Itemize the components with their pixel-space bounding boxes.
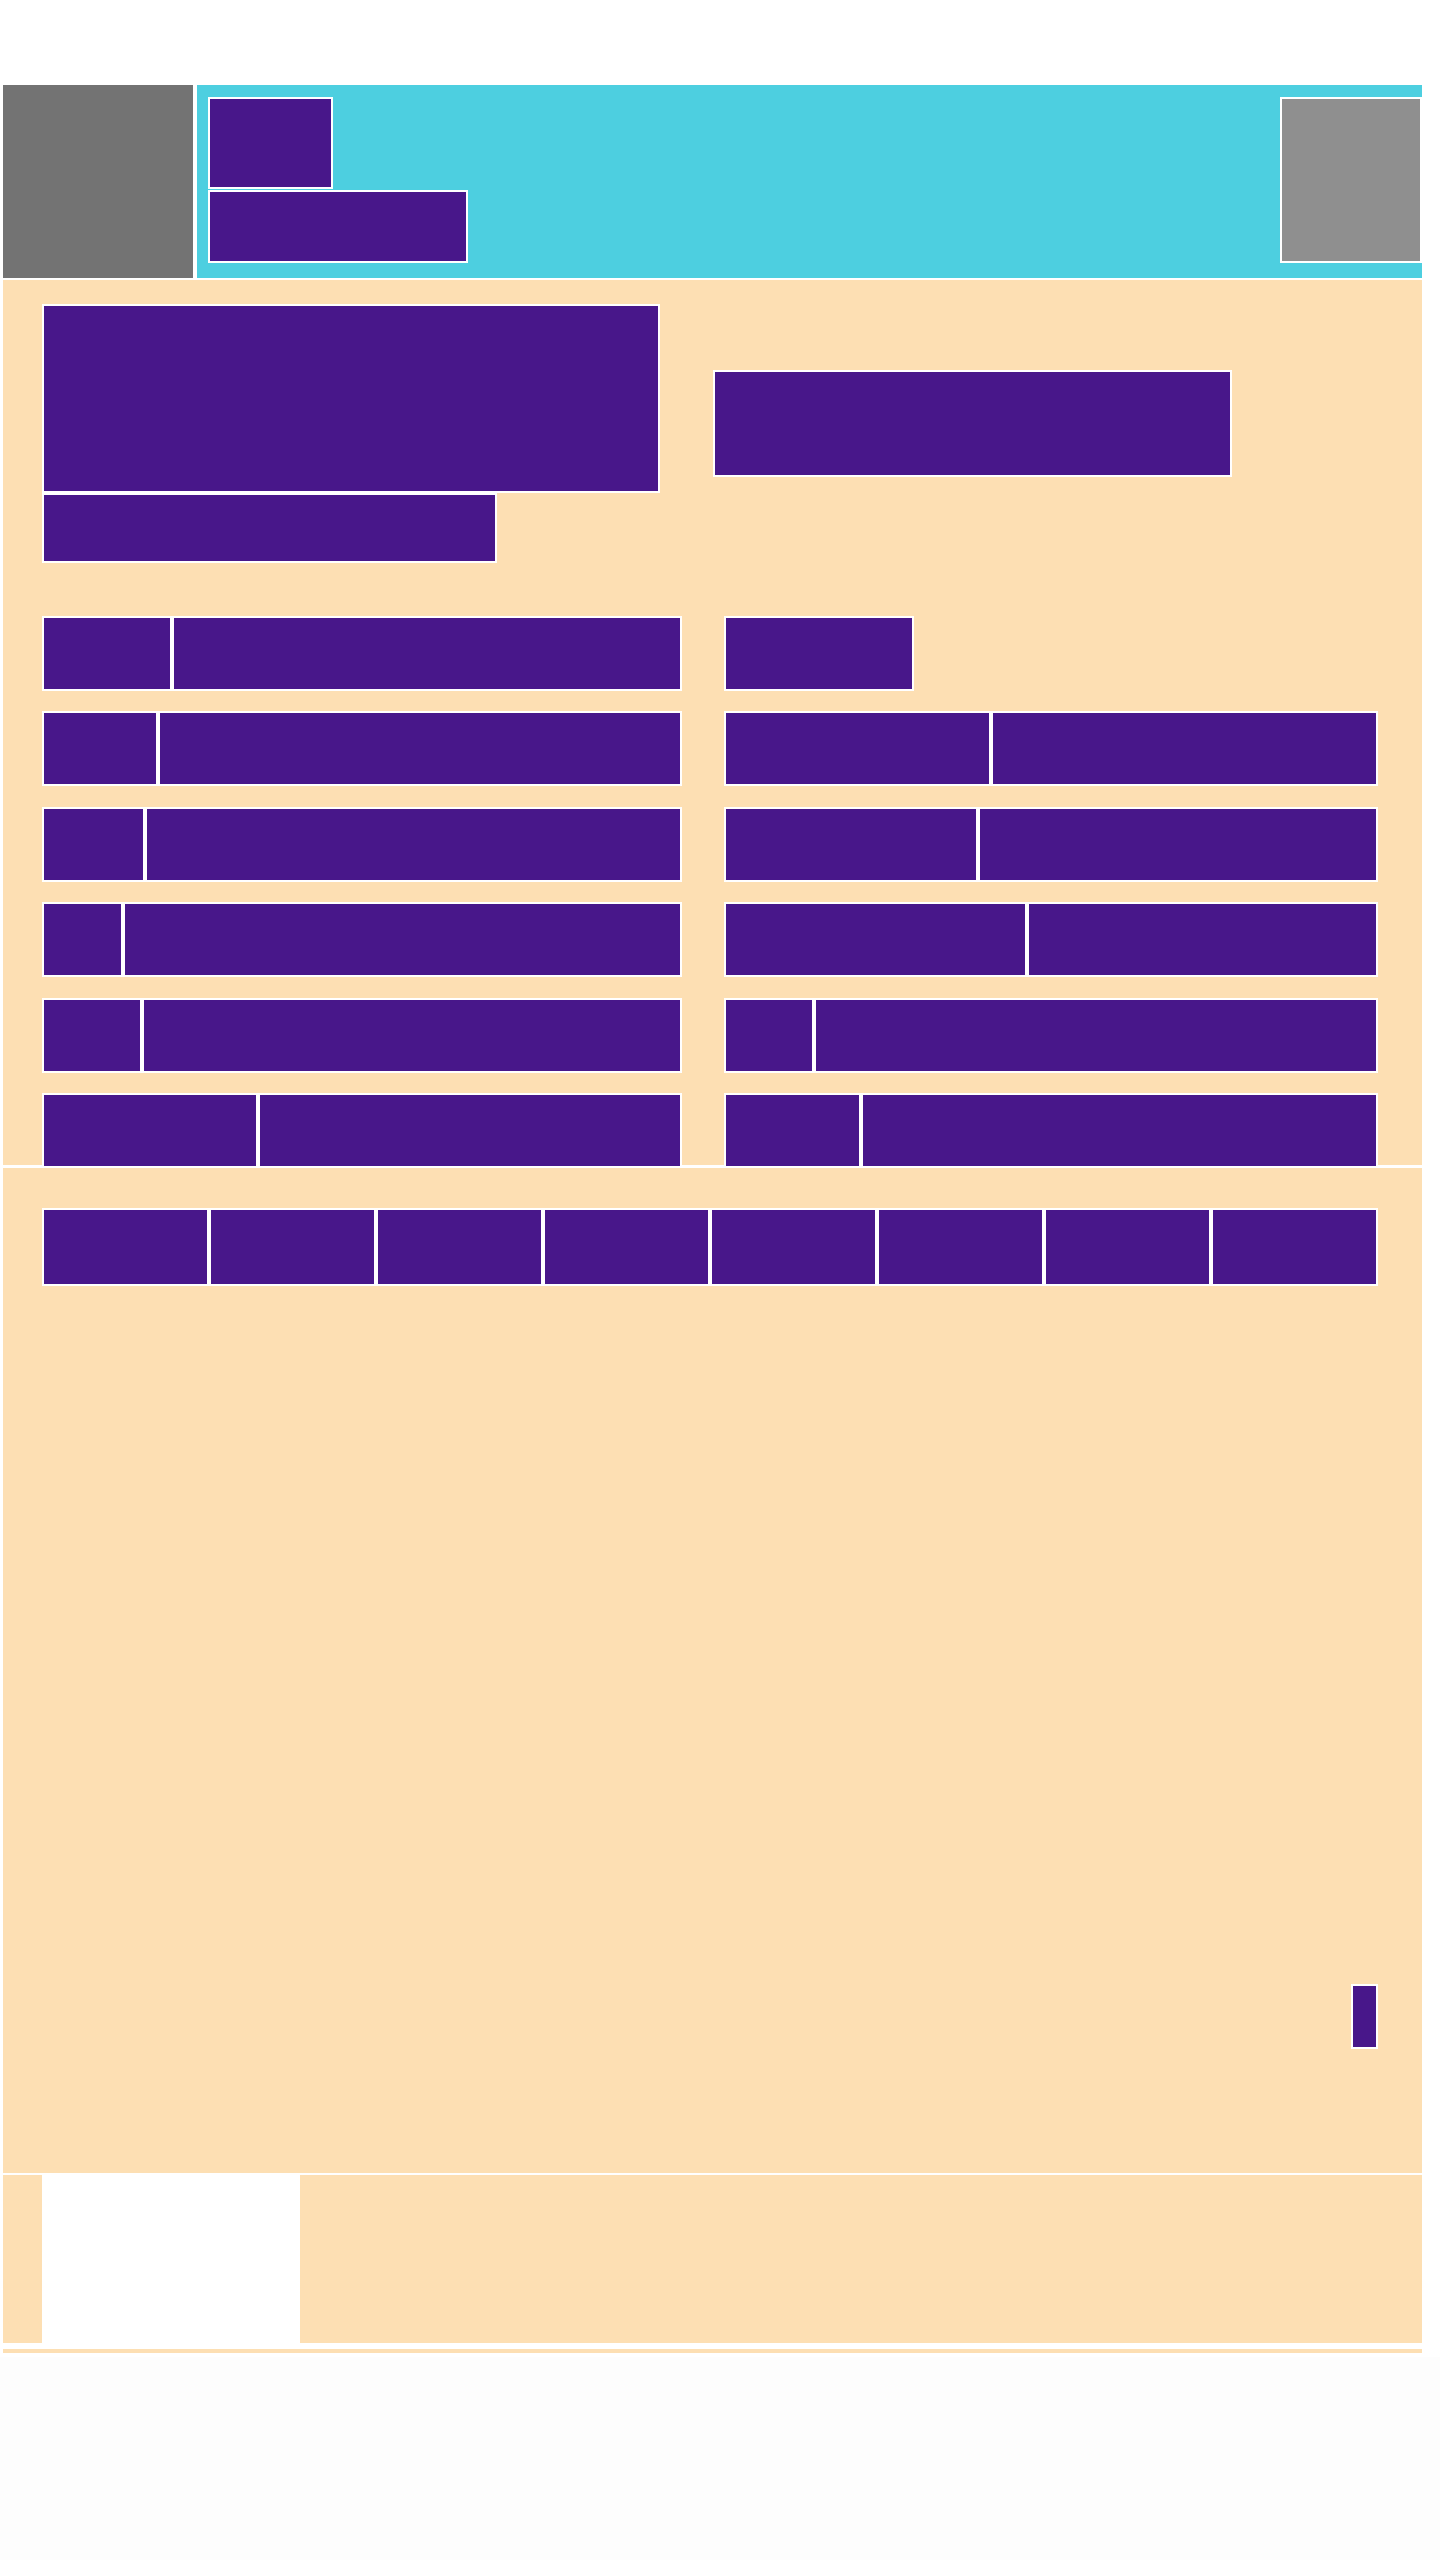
info-key — [42, 998, 142, 1073]
info-value — [861, 1093, 1378, 1168]
info-value — [123, 902, 682, 977]
info-value — [258, 1093, 682, 1168]
tab-3[interactable] — [376, 1208, 543, 1286]
info-row-right — [724, 807, 1378, 882]
info-row-right — [724, 1093, 1378, 1168]
info-key — [724, 711, 991, 786]
page-subtitle — [42, 493, 497, 563]
tab-strip — [42, 1208, 1378, 1286]
info-value — [145, 807, 682, 882]
info-value — [172, 616, 682, 691]
tab-4[interactable] — [543, 1208, 710, 1286]
info-key — [724, 616, 914, 691]
info-row-right — [724, 616, 914, 691]
scroll-marker[interactable] — [1351, 1984, 1378, 2049]
info-row-left — [42, 998, 682, 1073]
info-key — [724, 998, 814, 1073]
info-key — [42, 711, 158, 786]
tab-5[interactable] — [710, 1208, 877, 1286]
info-row-right — [724, 902, 1378, 977]
info-key — [724, 902, 1027, 977]
header-thumbnail[interactable] — [1280, 97, 1422, 263]
info-value — [991, 711, 1378, 786]
info-row-left — [42, 807, 682, 882]
info-row-left — [42, 616, 682, 691]
info-value — [1027, 902, 1378, 977]
info-key — [42, 807, 145, 882]
info-key — [42, 616, 172, 691]
info-row-left — [42, 902, 682, 977]
info-key — [724, 807, 978, 882]
info-value — [142, 998, 682, 1073]
info-value — [978, 807, 1378, 882]
info-row-left — [42, 711, 682, 786]
page-title — [42, 304, 660, 493]
tab-2[interactable] — [209, 1208, 376, 1286]
footer-thumbnail[interactable] — [42, 2175, 300, 2343]
tab-6[interactable] — [877, 1208, 1044, 1286]
primary-button[interactable] — [713, 370, 1232, 477]
info-key — [42, 1093, 258, 1168]
tab-1[interactable] — [42, 1208, 209, 1286]
footer-divider — [3, 2343, 1422, 2353]
tab-8[interactable] — [1211, 1208, 1378, 1286]
header-subtitle — [208, 190, 468, 263]
info-row-left — [42, 1093, 682, 1168]
info-key — [42, 902, 123, 977]
info-row-right — [724, 711, 1378, 786]
avatar[interactable] — [3, 85, 193, 278]
tab-7[interactable] — [1044, 1208, 1211, 1286]
content-divider — [0, 1165, 1422, 1168]
info-key — [724, 1093, 861, 1168]
bottom-area — [0, 2357, 1440, 2560]
info-value — [814, 998, 1378, 1073]
info-row-right — [724, 998, 1378, 1073]
info-value — [158, 711, 682, 786]
header-title — [208, 97, 333, 189]
